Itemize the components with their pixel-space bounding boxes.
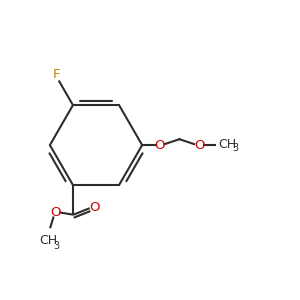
Text: O: O [89,201,100,214]
Text: CH: CH [219,138,237,151]
Text: 3: 3 [53,241,59,251]
Text: O: O [194,139,204,152]
Text: CH: CH [40,233,58,247]
Text: O: O [50,206,61,219]
Text: 3: 3 [232,143,238,153]
Text: O: O [154,139,165,152]
Text: F: F [52,68,60,81]
